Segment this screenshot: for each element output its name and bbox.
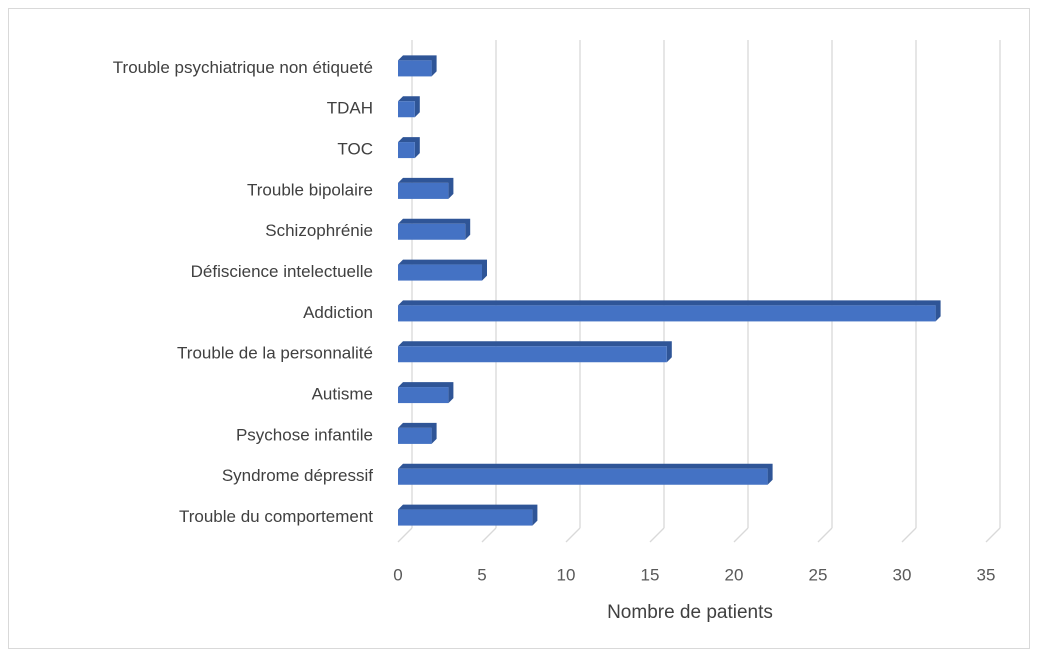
grid-line-floor <box>901 527 917 543</box>
grid-line-floor <box>985 527 1001 543</box>
grid-line-floor <box>817 527 833 543</box>
bar-depth <box>398 137 420 159</box>
bar-depth <box>398 55 437 77</box>
bar <box>398 387 449 404</box>
bar <box>398 468 768 485</box>
x-tick-label: 25 <box>809 565 828 584</box>
y-tick-label: Trouble psychiatrique non étiqueté <box>113 58 373 77</box>
bar <box>398 182 449 199</box>
grid-line-floor <box>397 527 413 543</box>
bar-depth <box>398 504 538 526</box>
y-tick-label: Syndrome dépressif <box>222 466 373 485</box>
x-tick-label: 20 <box>725 565 744 584</box>
x-tick-label: 0 <box>393 565 402 584</box>
x-tick-label: 10 <box>557 565 576 584</box>
bar-depth <box>398 422 437 444</box>
y-tick-label: Trouble bipolaire <box>247 180 373 199</box>
x-axis-label: Nombre de patients <box>607 602 773 623</box>
bar-depth <box>398 177 454 199</box>
y-tick-label: Trouble du comportement <box>179 507 373 526</box>
bar <box>398 223 466 240</box>
y-tick-label: Autisme <box>312 385 373 404</box>
y-tick-label: TDAH <box>327 99 373 118</box>
x-tick-label: 30 <box>893 565 912 584</box>
bar <box>398 509 533 526</box>
y-tick-label: TOC <box>337 140 373 159</box>
x-tick-label: 5 <box>477 565 486 584</box>
grid-line-floor <box>733 527 749 543</box>
y-tick-label: Trouble de la personnalité <box>177 344 373 363</box>
bar-depth <box>398 341 672 363</box>
y-tick-label: Schizophrénie <box>265 221 373 240</box>
y-tick-label: Psychose infantile <box>236 425 373 444</box>
y-tick-label: Défiscience intelectuelle <box>191 262 373 281</box>
chart-frame <box>8 8 1030 649</box>
bar <box>398 60 432 77</box>
x-tick-label: 15 <box>641 565 660 584</box>
bar <box>398 264 482 281</box>
bar <box>398 427 432 444</box>
bar-depth <box>398 300 941 322</box>
bar-depth <box>398 218 471 240</box>
grid-line-floor <box>649 527 665 543</box>
bar <box>398 346 667 363</box>
grid-line-floor <box>481 527 497 543</box>
bar <box>398 305 936 322</box>
bar <box>398 101 415 118</box>
bar <box>398 142 415 159</box>
bar-depth <box>398 96 420 118</box>
bar-depth <box>398 463 773 485</box>
y-tick-label: Addiction <box>303 303 373 322</box>
bar-depth <box>398 259 487 281</box>
bar-depth <box>398 382 454 404</box>
x-tick-label: 35 <box>977 565 996 584</box>
grid-line-floor <box>565 527 581 543</box>
